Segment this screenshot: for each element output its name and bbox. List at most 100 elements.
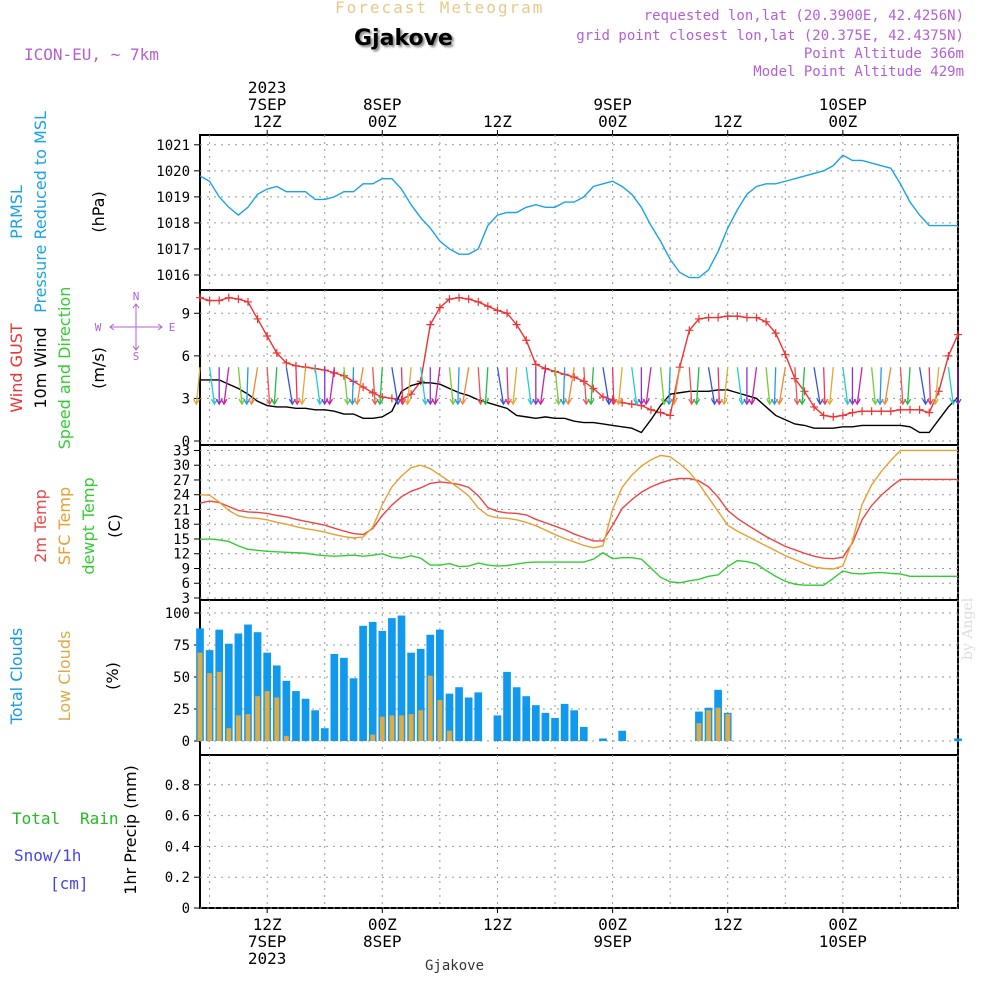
gust-line-marker [368,388,377,397]
gust-line-marker [627,400,636,409]
wind-direction-arrow [765,367,771,405]
pressure-label-prmsl: PRMSL [7,185,26,239]
low-clouds-bar [379,716,385,741]
pressure-unit-label: (hPa) [89,191,108,232]
wind-direction-arrow [723,367,729,405]
wind-direction-arrow [246,367,249,405]
gust-line-marker [742,313,751,322]
gust-line-marker [435,303,444,312]
tick-label-clouds: 75 [173,638,190,654]
dewpt-line [199,538,958,586]
low-clouds-bar [216,671,222,741]
tick-label-temperature: 27 [173,473,190,489]
low-clouds-bar [399,715,404,741]
time-label-top: 2023 [248,78,287,97]
low-clouds-bar [418,710,424,741]
wind-direction-arrow [645,367,652,405]
wind-direction-arrowhead [399,398,407,406]
gust-line-marker [877,407,886,416]
gust-line-marker [426,320,435,329]
low-clouds-bar [696,723,702,741]
tick-label-pressure: 1017 [156,242,190,258]
low-clouds-bar [197,652,203,741]
wind-speed-direction-label: Speed and Direction [55,287,74,450]
gust-line-marker [714,313,723,322]
time-label-top: 7SEP [248,95,287,114]
gust-line-marker [867,407,876,416]
wind-direction-arrowhead [431,398,439,406]
gust-line-marker [483,302,492,311]
gust-line-marker [896,405,905,414]
wind-direction-arrow [295,367,298,405]
clouds-unit-label: (%) [103,662,122,690]
wind-direction-arrowhead [853,398,861,406]
low-clouds-bar [389,715,395,741]
wind-direction-arrowhead [748,398,756,406]
gust-line-marker [800,387,809,396]
wind-direction-arrowhead [881,398,889,406]
total-clouds-bar [474,692,483,741]
wind-direction-arrowhead [509,398,517,406]
time-label-bottom: 12Z [483,915,512,934]
wind-direction-arrowhead [499,398,508,406]
wind-direction-arrowhead [610,398,618,406]
gust-line-marker [819,411,828,420]
wind-direction-arrowhead [766,398,774,406]
low-clouds-bar [437,700,443,741]
wind-direction-arrowhead [293,398,301,406]
gust-line-marker [493,306,502,315]
wind-direction-arrowhead [642,398,650,406]
tick-label-precip: 0 [182,901,190,917]
tick-label-temperature: 15 [173,532,190,548]
compass-rose-icon [109,303,163,351]
tick-label-temperature: 9 [182,561,190,577]
model-name: ICON-EU, ~ 7km [24,45,159,64]
wind-direction-arrow [707,367,716,405]
wind-direction-arrow [801,367,806,405]
total-clouds-bar [464,697,473,741]
panel-frame-precip [199,754,959,909]
wind-direction-arrow [823,367,826,405]
time-label-top: 12Z [253,112,282,131]
precip-unit-label: 1hr Precip (mm) [121,765,140,895]
wind-direction-arrow [400,367,404,405]
low-clouds-label: Low Clouds [55,631,74,722]
wind-direction-arrow [250,367,259,405]
wind-direction-arrow [884,367,892,405]
wind-direction-arrow [695,367,700,405]
total-clouds-bar [579,726,588,741]
wind-direction-arrowhead [353,398,361,406]
time-label-bottom: 00Z [368,915,397,934]
gust-line-marker [723,312,732,321]
wind-direction-arrowhead [215,398,223,406]
time-label-bottom: 9SEP [593,932,632,951]
total-clouds-bar [397,615,406,741]
wind-direction-arrow [631,367,638,405]
wind-direction-arrow [673,367,681,405]
time-label-bottom: 12Z [253,915,282,934]
total-clouds-bar [378,630,387,741]
wind-direction-arrow [668,367,671,405]
point-altitude: Point Altitude 366m [803,46,964,62]
gust-line-marker [196,293,204,302]
low-clouds-bar [706,710,711,741]
low-clouds-bar [226,728,232,741]
wind-direction-arrowhead [477,398,485,406]
wind-direction-arrowhead [770,398,779,406]
tick-label-temperature: 3 [182,591,190,607]
total-clouds-bar [311,710,319,741]
wind-direction-arrow [947,367,954,405]
gust-line-marker [848,408,857,417]
footer-place: Gjakove [425,958,485,974]
wind-direction-arrow [928,367,932,405]
compass-east: E [169,321,176,334]
gust-line-marker [474,297,483,306]
total-clouds-bar [541,712,550,741]
gust-line-marker [455,293,464,302]
wind-direction-arrow [870,367,876,405]
wind-direction-arrow [829,367,834,405]
wind-direction-arrowhead [298,398,306,406]
total-clouds-bar [503,671,511,741]
wind-direction-arrow [751,367,758,405]
wind-direction-arrow [406,367,412,405]
